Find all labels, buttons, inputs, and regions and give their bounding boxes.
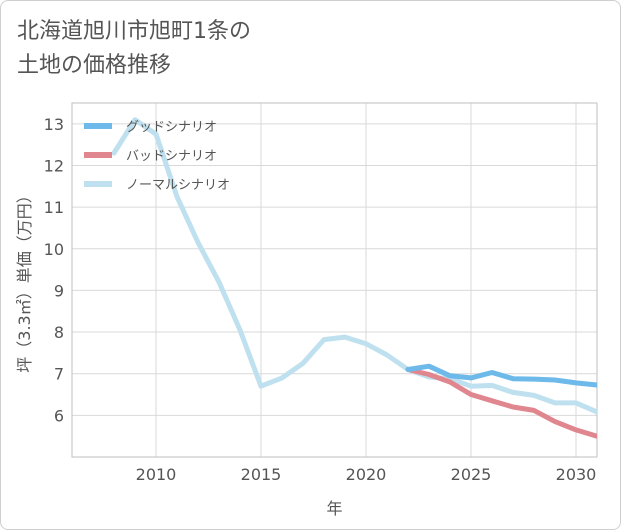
y-tick-label: 7 [54, 365, 64, 384]
bad-scenario-line [405, 367, 597, 439]
x-tick-label: 2030 [556, 465, 597, 484]
y-tick-label: 6 [54, 406, 64, 425]
y-tick-labels: 6 7 8 9 10 11 12 13 [44, 115, 64, 426]
legend-item-good[interactable]: グッドシナリオ [84, 120, 217, 135]
y-tick-label: 8 [54, 323, 64, 342]
plot-area-frame [71, 102, 598, 458]
chart-title: 北海道旭川市旭町1条の 土地の価格推移 [17, 15, 497, 83]
y-tick-label: 11 [44, 198, 64, 217]
y-axis-title: 坪（3.3㎡）単価（万円） [15, 187, 34, 372]
legend-item-bad[interactable]: バッドシナリオ [84, 149, 217, 164]
y-tick-label: 10 [44, 240, 64, 259]
y-tick-label: 9 [54, 281, 64, 300]
x-tick-label: 2010 [136, 465, 177, 484]
chart-title-line-1: 北海道旭川市旭町1条の [17, 19, 251, 44]
good-scenario-line [405, 363, 597, 388]
x-tick-label: 2020 [346, 465, 387, 484]
x-tick-label: 2025 [451, 465, 492, 484]
grid-lines [72, 103, 597, 457]
y-tick-label: 13 [44, 115, 64, 134]
normal-scenario-line [111, 117, 597, 415]
legend-label: バッドシナリオ [126, 149, 217, 164]
x-tick-label: 2015 [241, 465, 282, 484]
legend-label: グッドシナリオ [126, 120, 217, 135]
series-layer [111, 117, 597, 439]
legend-item-normal[interactable]: ノーマルシナリオ [84, 178, 230, 193]
legend-label: ノーマルシナリオ [126, 178, 230, 193]
y-tick-label: 12 [44, 156, 64, 175]
x-axis-title: 年 [326, 499, 342, 518]
chart-title-line-2: 土地の価格推移 [17, 53, 172, 78]
x-tick-labels: 2010 2015 2020 2025 2030 [136, 465, 597, 484]
